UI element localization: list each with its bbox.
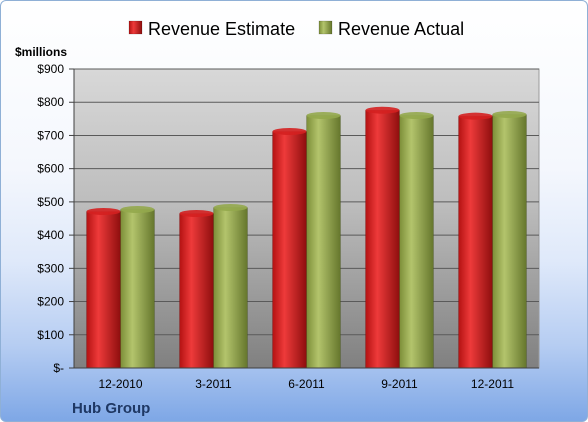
- bar-cap: [120, 206, 155, 214]
- x-tick-label: 6-2011: [288, 377, 325, 391]
- bar-cap: [399, 112, 434, 120]
- x-tick-label: 9-2011: [381, 377, 418, 391]
- x-tick-label: 3-2011: [195, 377, 232, 391]
- y-tick-label: $800: [37, 95, 64, 109]
- bar-cap: [86, 208, 121, 216]
- y-tick-label: $700: [37, 128, 64, 142]
- y-tick-label: $100: [37, 328, 64, 342]
- bar-actual: [399, 115, 434, 369]
- x-tick-label: 12-2011: [471, 377, 514, 391]
- y-tick-label: $900: [37, 62, 64, 76]
- bar-cap: [213, 204, 248, 212]
- bar-cap: [306, 112, 341, 120]
- bar-actual: [120, 209, 155, 369]
- legend: Revenue Estimate Revenue Actual: [128, 19, 464, 39]
- bar-estimate: [458, 115, 493, 369]
- bar-estimate: [365, 109, 400, 369]
- bars: [86, 106, 527, 369]
- bar-cap: [492, 111, 527, 119]
- bar-estimate: [179, 213, 214, 369]
- legend-label-estimate: Revenue Estimate: [148, 19, 295, 39]
- bar-estimate: [86, 211, 121, 369]
- bar-estimate: [272, 131, 307, 369]
- bar-actual: [306, 115, 341, 369]
- y-tick-label: $-: [53, 361, 64, 375]
- bar-cap: [272, 127, 307, 135]
- y-tick-label: $300: [37, 261, 64, 275]
- bar-actual: [213, 207, 248, 369]
- y-axis: $- $100 $200 $300 $400 $500 $600 $700 $800 $900: [37, 62, 75, 375]
- company-name: Hub Group: [72, 400, 150, 417]
- y-tick-label: $400: [37, 228, 64, 242]
- legend-label-actual: Revenue Actual: [338, 19, 464, 39]
- bar-cap: [458, 112, 493, 120]
- y-unit-label: $millions: [15, 45, 67, 59]
- bar-cap: [365, 106, 400, 114]
- bar-actual: [492, 114, 527, 369]
- y-tick-label: $500: [37, 195, 64, 209]
- x-tick-label: 12-2010: [98, 377, 142, 391]
- legend-swatch-actual: [318, 20, 333, 35]
- bar-cap: [179, 210, 214, 218]
- y-tick-label: $600: [37, 162, 64, 176]
- y-tick-label: $200: [37, 295, 64, 309]
- x-axis: 12-2010 3-2011 6-2011 9-2011 12-2011: [74, 367, 539, 391]
- legend-swatch-estimate: [128, 20, 143, 35]
